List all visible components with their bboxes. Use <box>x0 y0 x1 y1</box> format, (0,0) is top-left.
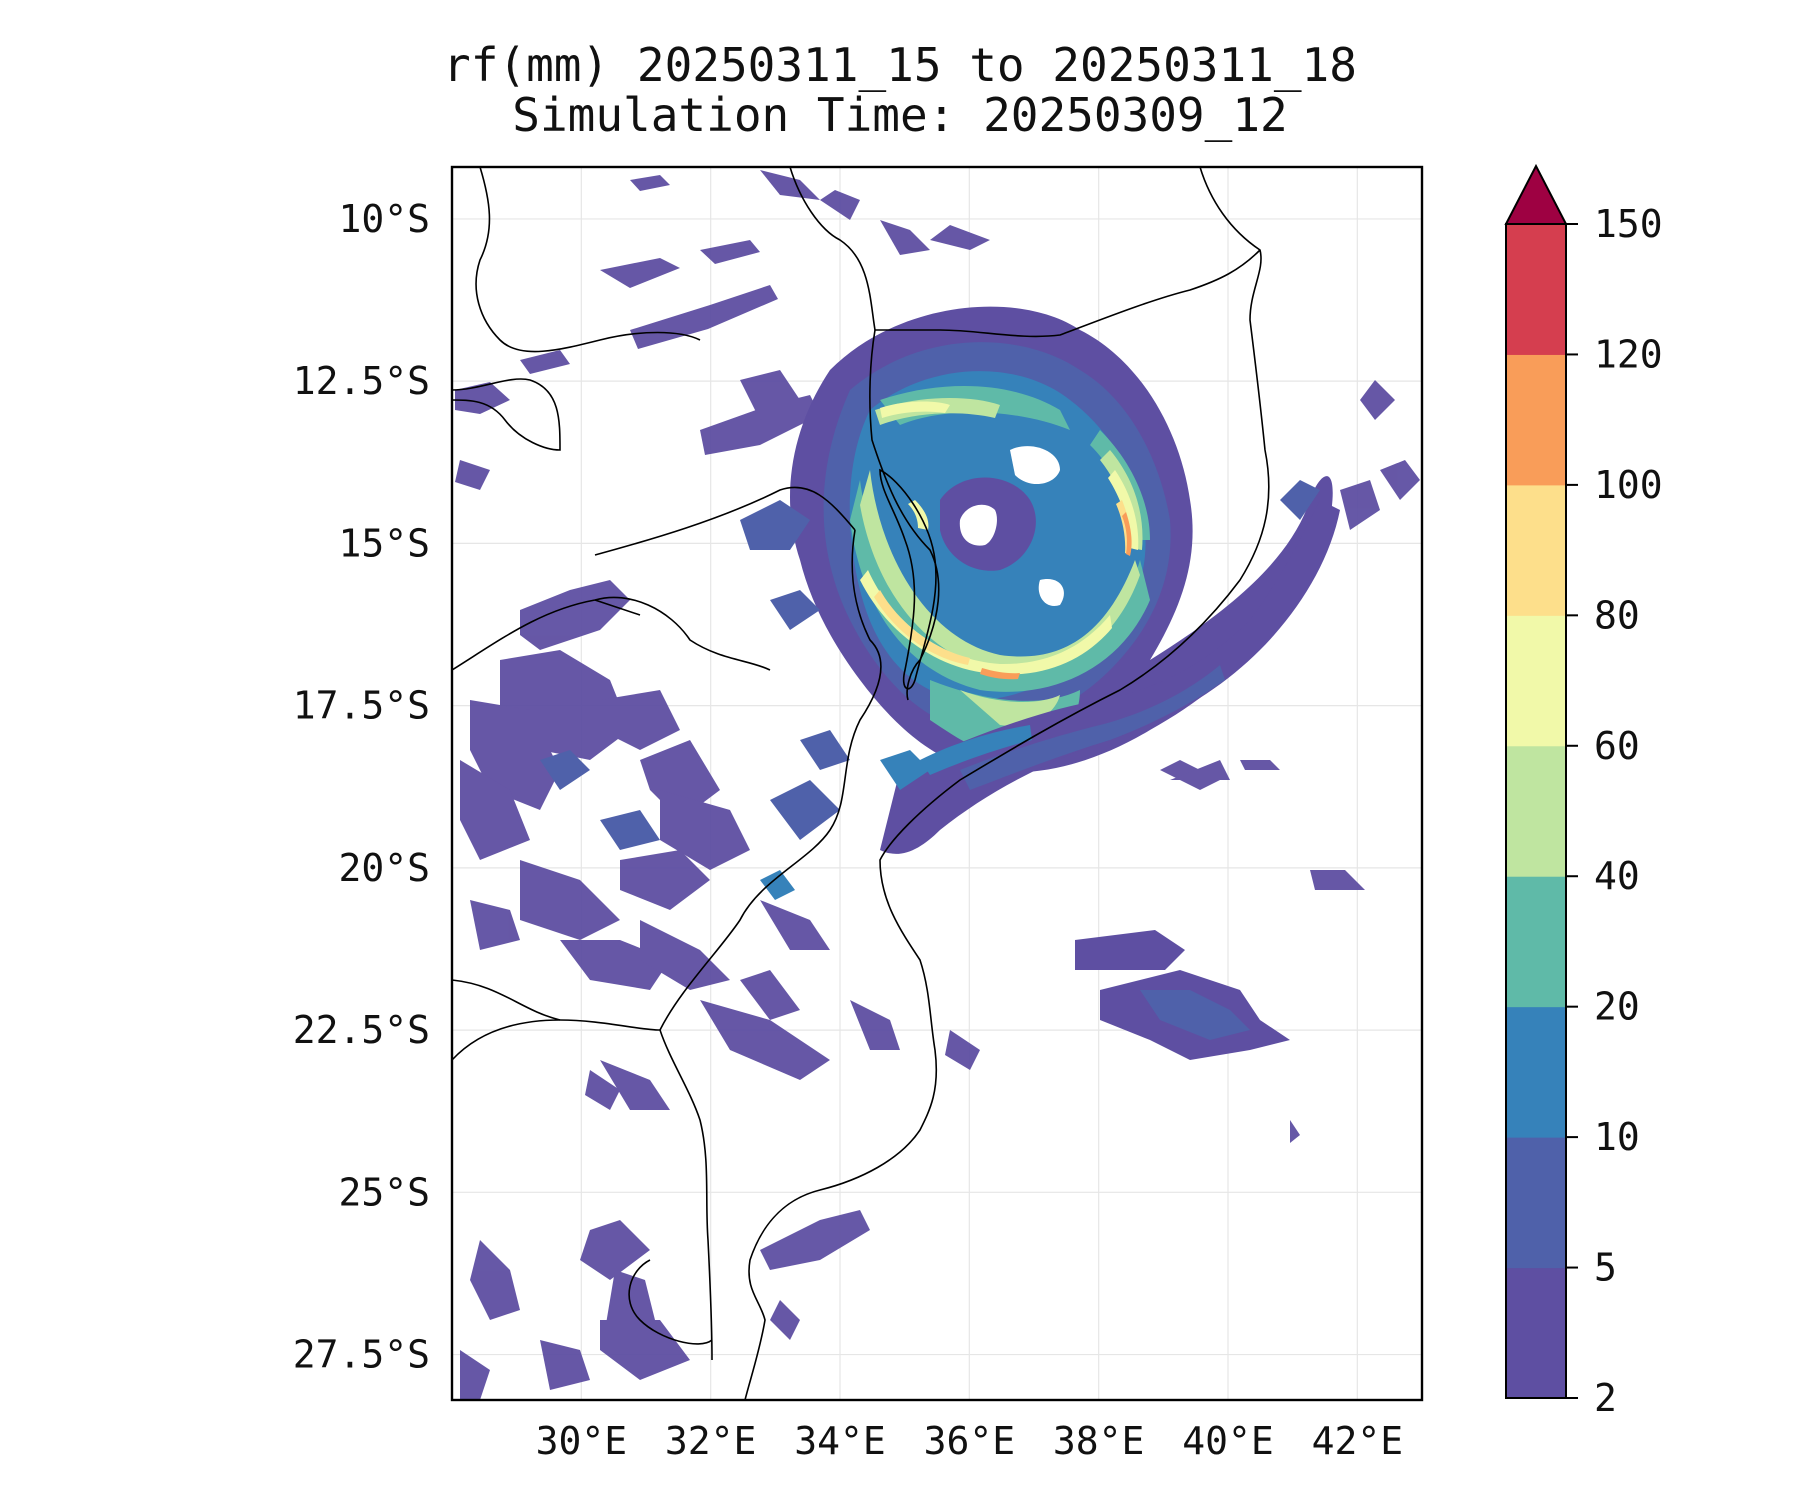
rain-5-10mm-patches <box>540 480 1320 850</box>
y-tick-label: 12.5°S <box>293 359 430 403</box>
rainfall-field <box>455 170 1420 1400</box>
x-tick-label: 34°E <box>794 1419 886 1463</box>
title-line-2: Simulation Time: 20250309_12 <box>512 88 1288 142</box>
colorbar-tick-label: 10 <box>1594 1115 1640 1159</box>
lake-kariba <box>594 599 641 616</box>
y-tick-label: 27.5°S <box>293 1333 430 1377</box>
colorbar-extend-arrow <box>1504 163 1568 225</box>
border-zambia-zim <box>452 596 771 671</box>
y-tick-label: 17.5°S <box>293 684 430 728</box>
colorbar-tick-label: 40 <box>1594 854 1640 898</box>
coastlines-borders <box>452 167 1270 1400</box>
y-tick-label: 20°S <box>338 846 430 890</box>
colorbar: 2 5 10 20 40 60 80 100 120 150 <box>1504 163 1663 1420</box>
colorbar-segment <box>1506 745 1566 877</box>
y-tick-label: 25°S <box>338 1170 430 1214</box>
border-sa-moz <box>659 1029 713 1361</box>
colorbar-tick-label: 80 <box>1594 593 1640 637</box>
border-drc-zambia-north <box>475 167 701 353</box>
colorbar-segment <box>1506 224 1566 355</box>
colorbar-segment <box>1506 1006 1566 1138</box>
colorbar-segment <box>1506 354 1566 486</box>
y-axis-ticks: 10°S 12.5°S 15°S 17.5°S 20°S 22.5°S 25°S 27.5°S <box>293 197 430 1377</box>
x-tick-label: 32°E <box>665 1419 757 1463</box>
y-tick-label: 15°S <box>338 521 430 565</box>
y-tick-label: 10°S <box>338 197 430 241</box>
y-tick-label: 22.5°S <box>293 1008 430 1052</box>
map-frame <box>450 165 1424 1402</box>
colorbar-tick-label: 5 <box>1594 1246 1617 1290</box>
border-tanzania-moz <box>875 249 1261 338</box>
border-botswana-zim <box>452 979 561 1021</box>
coastline-east-africa <box>744 167 1270 1400</box>
x-tick-label: 36°E <box>924 1419 1016 1463</box>
colorbar-outline <box>1505 223 1567 1399</box>
border-drc-zambia <box>452 378 561 451</box>
title-line-1: rf(mm) 20250311_15 to 20250311_18 <box>443 38 1357 92</box>
x-tick-label: 38°E <box>1053 1419 1145 1463</box>
x-tick-label: 42°E <box>1312 1419 1404 1463</box>
border-eswatini <box>628 1259 713 1345</box>
lake-malawi-outline <box>879 468 937 690</box>
x-tick-label: 30°E <box>536 1419 628 1463</box>
x-tick-label: 40°E <box>1182 1419 1274 1463</box>
colorbar-tick-label: 20 <box>1594 985 1640 1029</box>
colorbar-segment <box>1506 615 1566 747</box>
coastal-rainband <box>880 500 1340 854</box>
colorbar-tick-label: 150 <box>1594 202 1663 246</box>
colorbar-tick-label: 100 <box>1594 463 1663 507</box>
colorbar-segment <box>1506 876 1566 1008</box>
colorbar-tick-label: 120 <box>1594 332 1663 376</box>
colorbar-segment <box>1506 484 1566 616</box>
colorbar-segment <box>1506 1137 1566 1269</box>
rain-10-20mm-patches <box>760 750 930 900</box>
colorbar-tick-label: 2 <box>1594 1376 1617 1420</box>
rain-2-5mm <box>455 170 1420 1400</box>
border-lake-malawi <box>869 329 940 701</box>
colorbar-tick-label: 60 <box>1594 724 1640 768</box>
colorbar-segment <box>1506 1267 1566 1399</box>
rain-ocean-core <box>1140 990 1250 1040</box>
cyclone-rainbands <box>790 306 1333 773</box>
border-zim-moz <box>659 529 882 1031</box>
border-zambia-tanzania <box>789 167 876 331</box>
x-axis-ticks: 30°E 32°E 34°E 36°E 38°E 40°E 42°E <box>536 1419 1404 1463</box>
border-zambia-moz <box>594 486 856 556</box>
